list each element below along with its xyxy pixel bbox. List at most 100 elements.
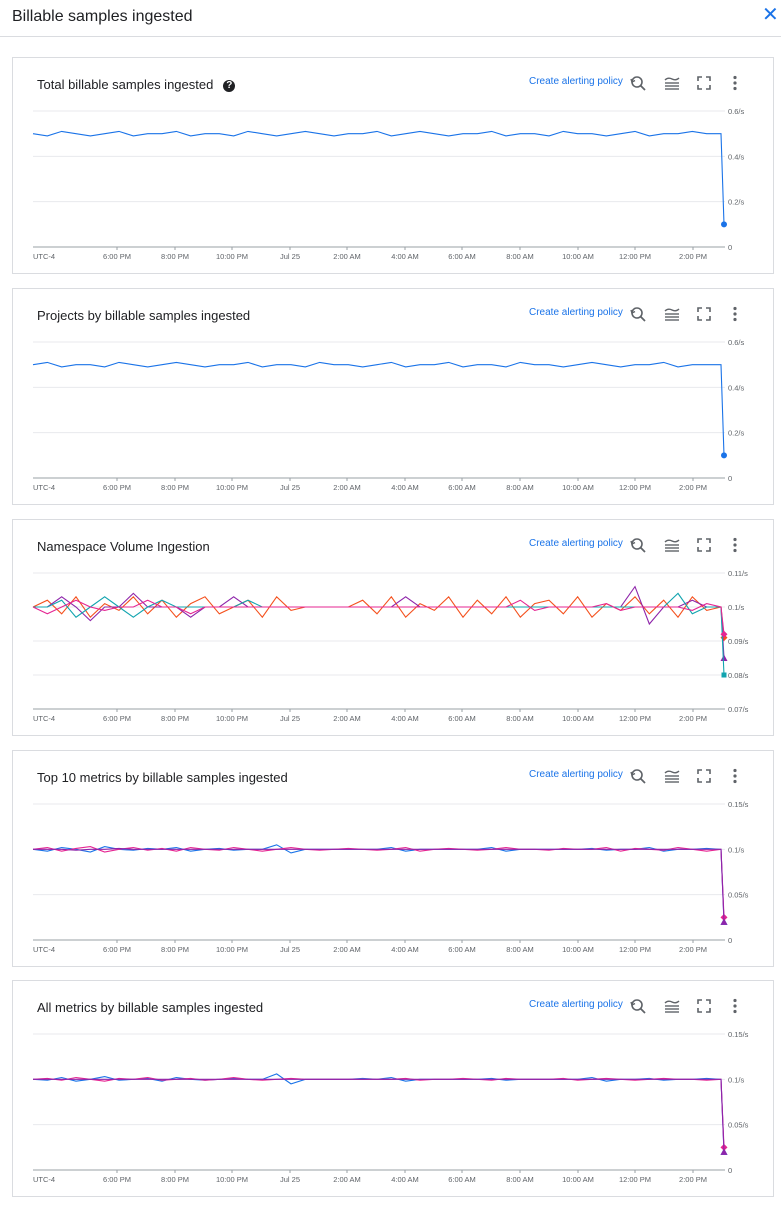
chart-plot: 0.11/s 0.1/s 0.09/s 0.08/s 0.07/s UTC-4 6:00 P… (32, 569, 749, 723)
x-tick-label: 2:00 AM (333, 1175, 361, 1184)
more-vert-icon[interactable] (726, 997, 744, 1015)
series-line (32, 844, 725, 922)
x-tick-label: 2:00 AM (333, 252, 361, 261)
history-search-icon[interactable] (629, 305, 647, 323)
x-tick-label: 8:00 AM (506, 714, 534, 723)
y-tick-label: 0.1/s (728, 845, 745, 854)
series-end-marker (720, 630, 728, 638)
y-tick-label: 0.6/s (728, 338, 745, 347)
legend-icon[interactable] (663, 74, 681, 92)
y-tick-label: 0 (728, 936, 732, 945)
x-tick-label: Jul 25 (280, 714, 300, 723)
x-tick-label: 8:00 AM (506, 945, 534, 954)
y-tick-label: 0.4/s (728, 152, 745, 161)
fullscreen-icon[interactable] (695, 536, 713, 554)
x-tick-label: 12:00 PM (619, 945, 651, 954)
x-tick-label: UTC-4 (33, 252, 55, 261)
history-search-icon[interactable] (629, 767, 647, 785)
history-search-icon[interactable] (629, 997, 647, 1015)
series-end-marker (721, 672, 727, 678)
series-end-marker (720, 918, 728, 925)
series-line (32, 599, 725, 635)
x-tick-label: 10:00 PM (216, 945, 248, 954)
x-tick-label: 10:00 AM (562, 252, 594, 261)
y-tick-label: 0.4/s (728, 383, 745, 392)
y-tick-label: 0.09/s (728, 637, 749, 646)
series-end-marker (720, 1148, 728, 1155)
y-tick-label: 0.07/s (728, 705, 749, 714)
x-tick-label: UTC-4 (33, 945, 55, 954)
series-line (32, 1073, 725, 1152)
create-alerting-policy-link[interactable]: Create alerting policy (529, 307, 623, 318)
chart-card: Total billable samples ingested? Create a… (12, 57, 774, 274)
y-tick-label: 0.08/s (728, 671, 749, 680)
legend-icon[interactable] (663, 305, 681, 323)
fullscreen-icon[interactable] (695, 767, 713, 785)
x-tick-label: 10:00 PM (216, 1175, 248, 1184)
series-line (32, 846, 725, 918)
chart-plot: 0.15/s 0.1/s 0.05/s 0 UTC-4 6:00 PM 8:00 PM 10:… (32, 800, 749, 954)
x-tick-label: 10:00 AM (562, 1175, 594, 1184)
fullscreen-icon[interactable] (695, 305, 713, 323)
create-alerting-policy-link[interactable]: Create alerting policy (529, 999, 623, 1010)
x-tick-label: UTC-4 (33, 714, 55, 723)
x-tick-label: UTC-4 (33, 1175, 55, 1184)
legend-icon[interactable] (663, 767, 681, 785)
x-tick-label: 4:00 AM (391, 1175, 419, 1184)
series-end-marker (721, 452, 727, 459)
chart-plot: 0.6/s 0.4/s 0.2/s 0 UTC-4 6:00 PM 8:00 PM 10:00… (32, 338, 745, 492)
chart-card: Projects by billable samples ingested Cre… (12, 288, 774, 505)
x-tick-label: 2:00 PM (679, 714, 707, 723)
x-tick-label: 6:00 AM (448, 252, 476, 261)
series-end-marker (720, 654, 728, 661)
fullscreen-icon[interactable] (695, 74, 713, 92)
fullscreen-icon[interactable] (695, 997, 713, 1015)
y-tick-label: 0.05/s (728, 891, 749, 900)
x-tick-label: 4:00 AM (391, 483, 419, 492)
more-vert-icon[interactable] (726, 305, 744, 323)
x-tick-label: 4:00 AM (391, 714, 419, 723)
chart-title: Top 10 metrics by billable samples inges… (37, 770, 288, 785)
x-tick-label: 6:00 AM (448, 945, 476, 954)
series-line (33, 847, 725, 922)
y-tick-label: 0.15/s (728, 1030, 749, 1039)
x-tick-label: 6:00 PM (103, 252, 131, 261)
x-tick-label: 8:00 PM (161, 483, 189, 492)
y-tick-label: 0.05/s (728, 1121, 749, 1130)
more-vert-icon[interactable] (726, 767, 744, 785)
x-tick-label: 2:00 AM (333, 945, 361, 954)
create-alerting-policy-link[interactable]: Create alerting policy (529, 769, 623, 780)
close-icon[interactable]: ✕ (762, 4, 779, 26)
legend-icon[interactable] (663, 997, 681, 1015)
x-tick-label: Jul 25 (280, 1175, 300, 1184)
x-tick-label: 2:00 AM (333, 714, 361, 723)
help-icon[interactable]: ? (223, 80, 236, 92)
chart-title: Projects by billable samples ingested (37, 308, 251, 323)
x-tick-label: 12:00 PM (619, 714, 651, 723)
x-tick-label: Jul 25 (280, 483, 300, 492)
x-tick-label: 12:00 PM (619, 1175, 651, 1184)
create-alerting-policy-link[interactable]: Create alerting policy (529, 76, 623, 87)
chart-title: Total billable samples ingested? (37, 77, 236, 92)
x-tick-label: 2:00 PM (679, 483, 707, 492)
x-tick-label: 6:00 AM (448, 483, 476, 492)
chart-plot: 0.15/s 0.1/s 0.05/s 0 UTC-4 6:00 PM 8:00 PM 10:… (32, 1030, 749, 1184)
legend-icon[interactable] (663, 536, 681, 554)
x-tick-label: 10:00 AM (562, 483, 594, 492)
create-alerting-policy-link[interactable]: Create alerting policy (529, 538, 623, 549)
x-tick-label: 6:00 PM (103, 1175, 131, 1184)
series-end-marker (721, 221, 727, 228)
x-tick-label: Jul 25 (280, 945, 300, 954)
dialog-title: Billable samples ingested (12, 8, 193, 25)
x-tick-label: 2:00 AM (333, 483, 361, 492)
x-tick-label: 4:00 AM (391, 945, 419, 954)
series-line (33, 585, 725, 659)
history-search-icon[interactable] (629, 74, 647, 92)
history-search-icon[interactable] (629, 536, 647, 554)
y-tick-label: 0.2/s (728, 429, 745, 438)
more-vert-icon[interactable] (726, 536, 744, 554)
chart-card: Top 10 metrics by billable samples inges… (12, 750, 774, 967)
y-tick-label: 0.11/s (728, 569, 748, 578)
series-line (33, 1078, 725, 1152)
more-vert-icon[interactable] (726, 74, 744, 92)
